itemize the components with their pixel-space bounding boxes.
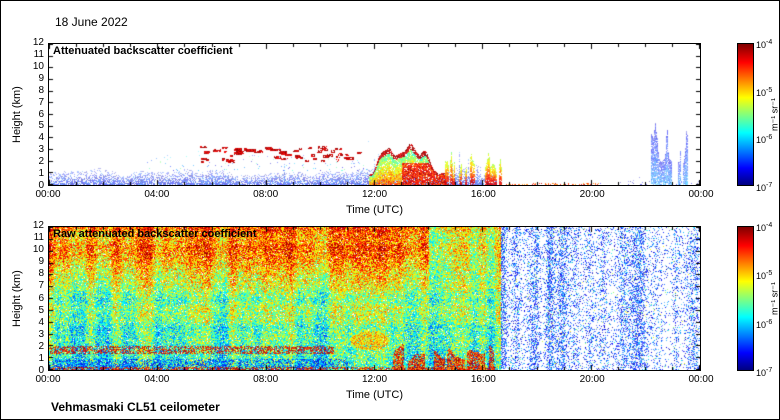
colorbar-tick-label: 10-6 (756, 318, 773, 330)
y-tick-label: 7 (38, 96, 44, 108)
x-tick-label: 00:00 (35, 189, 61, 200)
x-tick-label: 04:00 (144, 189, 170, 200)
x-tick-label: 20:00 (579, 189, 605, 200)
y-tick-label: 9 (38, 256, 44, 268)
y-tick-label: 4 (38, 132, 44, 144)
y-tick-label: 10 (32, 60, 44, 72)
y-tick-label: 0 (38, 180, 44, 191)
x-tick-label: 08:00 (253, 189, 279, 200)
y-tick-label: 1 (38, 352, 44, 364)
y-tick-label: 2 (38, 156, 44, 168)
colorbar-unit-top: m⁻¹ sr⁻¹ (769, 98, 780, 131)
x-tick-label: 08:00 (253, 374, 279, 385)
y-tick-label: 3 (38, 328, 44, 340)
y-tick-label: 4 (38, 316, 44, 328)
x-tick-label: 16:00 (470, 374, 496, 385)
y-tick-label: 11 (33, 48, 44, 60)
colorbar-tick-label: 10-4 (756, 39, 773, 50)
y-axis-label-bottom: Height (km) (11, 270, 23, 327)
date-label: 18 June 2022 (55, 15, 128, 29)
y-tick-label: 9 (38, 72, 44, 84)
y-tick-label: 10 (32, 244, 44, 256)
y-tick-label: 5 (38, 304, 44, 316)
x-tick-label: 00:00 (688, 189, 714, 200)
plot-title-top: Attenuated backscatter coefficient (53, 45, 233, 57)
y-tick-label: 12 (32, 220, 44, 231)
y-tick-label: 5 (38, 120, 44, 132)
colorbar-tick-label: 10-7 (756, 367, 773, 378)
x-tick-label: 12:00 (361, 374, 388, 385)
y-tick-label: 8 (38, 268, 44, 280)
plot-title-bottom: Raw attenuated backscatter coefficient (53, 228, 257, 240)
y-tick-label: 6 (38, 108, 44, 120)
colorbar-bottom (737, 226, 754, 371)
colorbar-tick-label: 10-7 (756, 182, 773, 193)
colorbar-tick-label: 10-4 (756, 222, 773, 233)
attenuated-backscatter-heatmap-canvas (49, 44, 700, 185)
y-tick-label: 11 (33, 232, 44, 244)
y-tick-label: 1 (38, 168, 44, 180)
y-axis-label-top: Height (km) (11, 86, 23, 143)
y-tick-label: 6 (38, 292, 44, 304)
colorbar-unit-bottom: m⁻¹ sr⁻¹ (769, 282, 780, 315)
x-tick-label: 12:00 (361, 189, 388, 200)
x-axis-label-bottom: Time (UTC) (345, 389, 404, 401)
colorbar-tick-label: 10-5 (756, 86, 773, 98)
raw-backscatter-plot: Raw attenuated backscatter coefficient (48, 226, 701, 371)
x-axis-label-top: Time (UTC) (345, 204, 404, 216)
y-tick-label: 3 (38, 144, 44, 156)
colorbar-top (737, 43, 754, 186)
x-tick-label: 20:00 (579, 374, 605, 385)
x-tick-label: 16:00 (470, 189, 496, 200)
y-tick-label: 12 (32, 37, 44, 48)
y-tick-label: 2 (38, 340, 44, 352)
colorbar-tick-label: 10-6 (756, 134, 773, 146)
attenuated-backscatter-plot: Attenuated backscatter coefficient (48, 43, 701, 186)
y-tick-label: 7 (38, 280, 44, 292)
x-tick-label: 00:00 (35, 374, 61, 385)
x-tick-label: 04:00 (144, 374, 170, 385)
x-tick-label: 00:00 (688, 374, 714, 385)
station-label: Vehmasmaki CL51 ceilometer (51, 400, 220, 414)
y-tick-label: 8 (38, 84, 44, 96)
y-tick-label: 0 (38, 365, 44, 376)
colorbar-tick-label: 10-5 (756, 270, 773, 282)
raw-backscatter-heatmap-canvas (49, 227, 700, 370)
